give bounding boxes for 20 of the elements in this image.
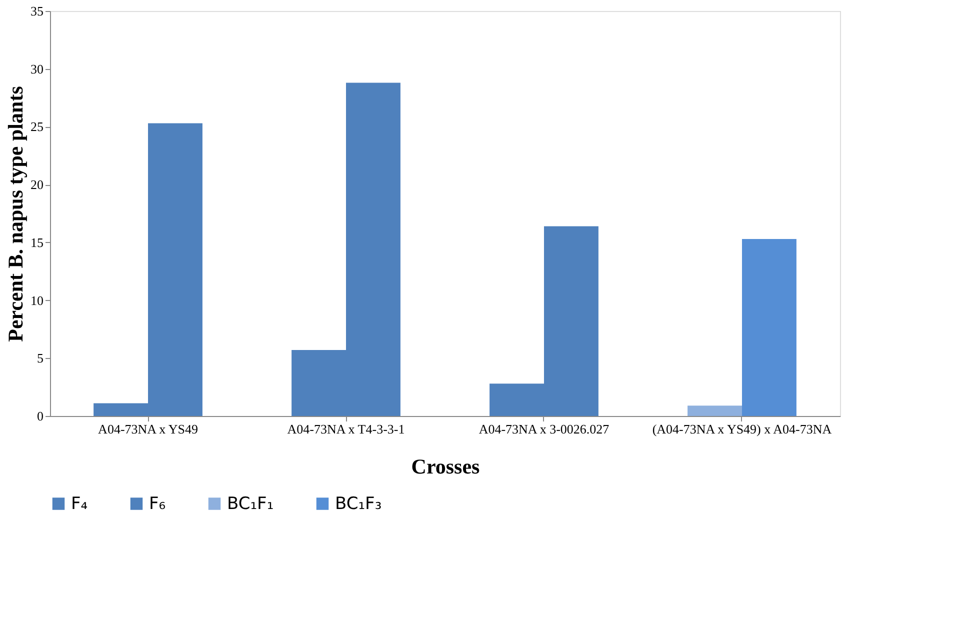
legend-label: BC₁F₃ [335, 494, 382, 514]
bar [688, 406, 742, 416]
y-tick-label: 15 [30, 234, 44, 250]
y-tick-label: 5 [37, 350, 44, 366]
y-tick-label: 20 [30, 177, 44, 192]
x-tick-label: (A04-73NA x YS49) x A04-73NA [652, 422, 832, 436]
y-tick-label: 30 [30, 61, 44, 76]
x-tick-label: A04-73NA x YS49 [98, 422, 198, 436]
y-tick-label: 0 [37, 408, 44, 424]
y-tick-label: 25 [30, 119, 44, 134]
x-axis-title: Crosses [411, 454, 480, 478]
legend-label: BC₁F₁ [227, 494, 274, 514]
x-tick-label: A04-73NA x T4-3-3-1 [287, 422, 405, 436]
y-axis-title: Percent B. napus type plants [4, 86, 28, 342]
legend-label: F₄ [71, 494, 88, 514]
x-tick-label: A04-73NA x 3-0026.027 [478, 422, 610, 436]
legend-label: F₆ [149, 494, 166, 514]
y-tick-label: 10 [30, 292, 44, 308]
y-tick-label: 35 [30, 4, 44, 18]
bar [742, 238, 796, 416]
